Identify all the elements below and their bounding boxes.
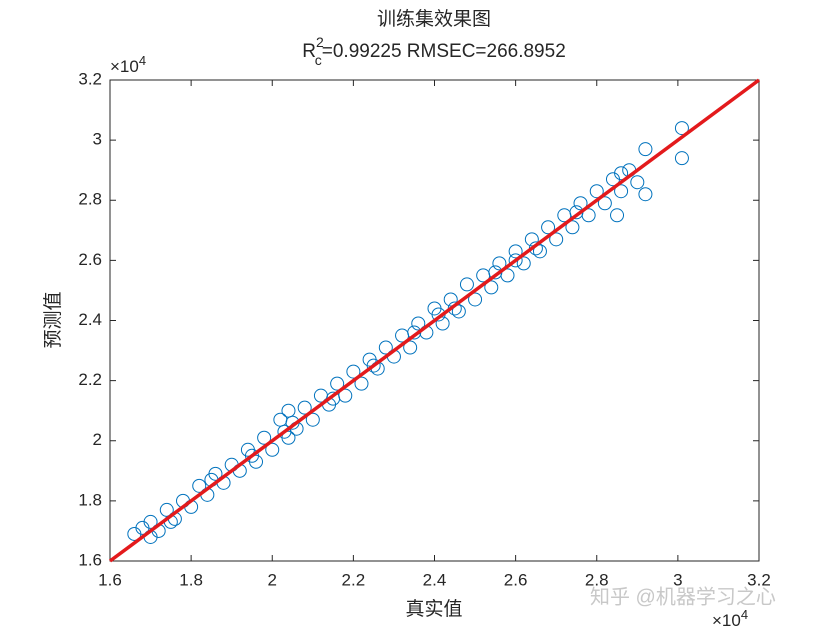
point [638, 187, 653, 202]
point [305, 412, 320, 427]
y-axis-label: 预测值 [42, 291, 64, 348]
y-tick-label: 3 [93, 130, 102, 149]
point [257, 430, 272, 445]
x-exponent: ×104 [712, 607, 748, 630]
x-tick-label: 2 [268, 570, 277, 589]
point [244, 448, 259, 463]
point [443, 292, 458, 307]
point [484, 280, 499, 295]
y-tick-label: 2 [93, 430, 102, 449]
exp-base: ×10 [712, 611, 741, 630]
point [541, 220, 556, 235]
point [265, 442, 280, 457]
exp-power: 4 [139, 53, 146, 68]
point [143, 514, 158, 529]
point [277, 424, 292, 439]
subtitle-sub: c [315, 52, 322, 68]
subtitle-rest: =0.99225 RMSEC=266.8952 [322, 41, 566, 62]
point [516, 256, 531, 271]
exp-power: 4 [741, 607, 748, 622]
point [549, 232, 564, 247]
x-axis-label: 真实值 [405, 598, 462, 620]
point [589, 184, 604, 199]
point [403, 340, 418, 355]
y-tick-label: 2.2 [78, 370, 102, 389]
point [330, 376, 345, 391]
x-tick-label: 2.6 [504, 570, 528, 589]
fit-line [108, 78, 761, 563]
point [638, 142, 653, 157]
y-tick-label: 2.4 [78, 310, 102, 329]
point [451, 304, 466, 319]
point [192, 478, 207, 493]
y-tick-label: 1.8 [78, 490, 102, 509]
y-tick-label: 2.6 [78, 250, 102, 269]
y-tick-label: 2.8 [78, 190, 102, 209]
point [346, 364, 361, 379]
point [614, 184, 629, 199]
point [411, 316, 426, 331]
point [573, 196, 588, 211]
x-tick-label: 2.4 [423, 570, 447, 589]
x-tick-label: 3.2 [747, 570, 771, 589]
point [597, 196, 612, 211]
watermark: 知乎 @机器学习之心 [590, 585, 776, 608]
subtitle-base: R [302, 41, 316, 62]
point [468, 292, 483, 307]
x-tick-label: 2.8 [585, 570, 609, 589]
x-tick-label: 3 [673, 570, 682, 589]
point [459, 277, 474, 292]
point [524, 232, 539, 247]
exp-base: ×10 [110, 57, 139, 76]
y-exponent: ×104 [110, 53, 146, 76]
point [610, 208, 625, 223]
x-tick-label: 2.2 [342, 570, 366, 589]
point [378, 340, 393, 355]
point [354, 376, 369, 391]
point [630, 175, 645, 190]
point [492, 256, 507, 271]
point [435, 316, 450, 331]
y-tick-label: 1.6 [78, 550, 102, 569]
x-tick-label: 1.8 [179, 570, 203, 589]
x-tick-label: 1.6 [98, 570, 122, 589]
chart-subtitle: R2 c=0.99225 RMSEC=266.8952 [302, 34, 566, 68]
point [297, 400, 312, 415]
point [508, 253, 523, 268]
chart-title: 训练集效果图 [377, 8, 491, 30]
point [674, 151, 689, 166]
point [508, 244, 523, 259]
point [532, 244, 547, 259]
subtitle-sup: 2 [316, 34, 324, 50]
point [674, 121, 689, 136]
point [614, 166, 629, 181]
point [565, 220, 580, 235]
point [366, 358, 381, 373]
y-tick-label: 3.2 [78, 69, 102, 88]
